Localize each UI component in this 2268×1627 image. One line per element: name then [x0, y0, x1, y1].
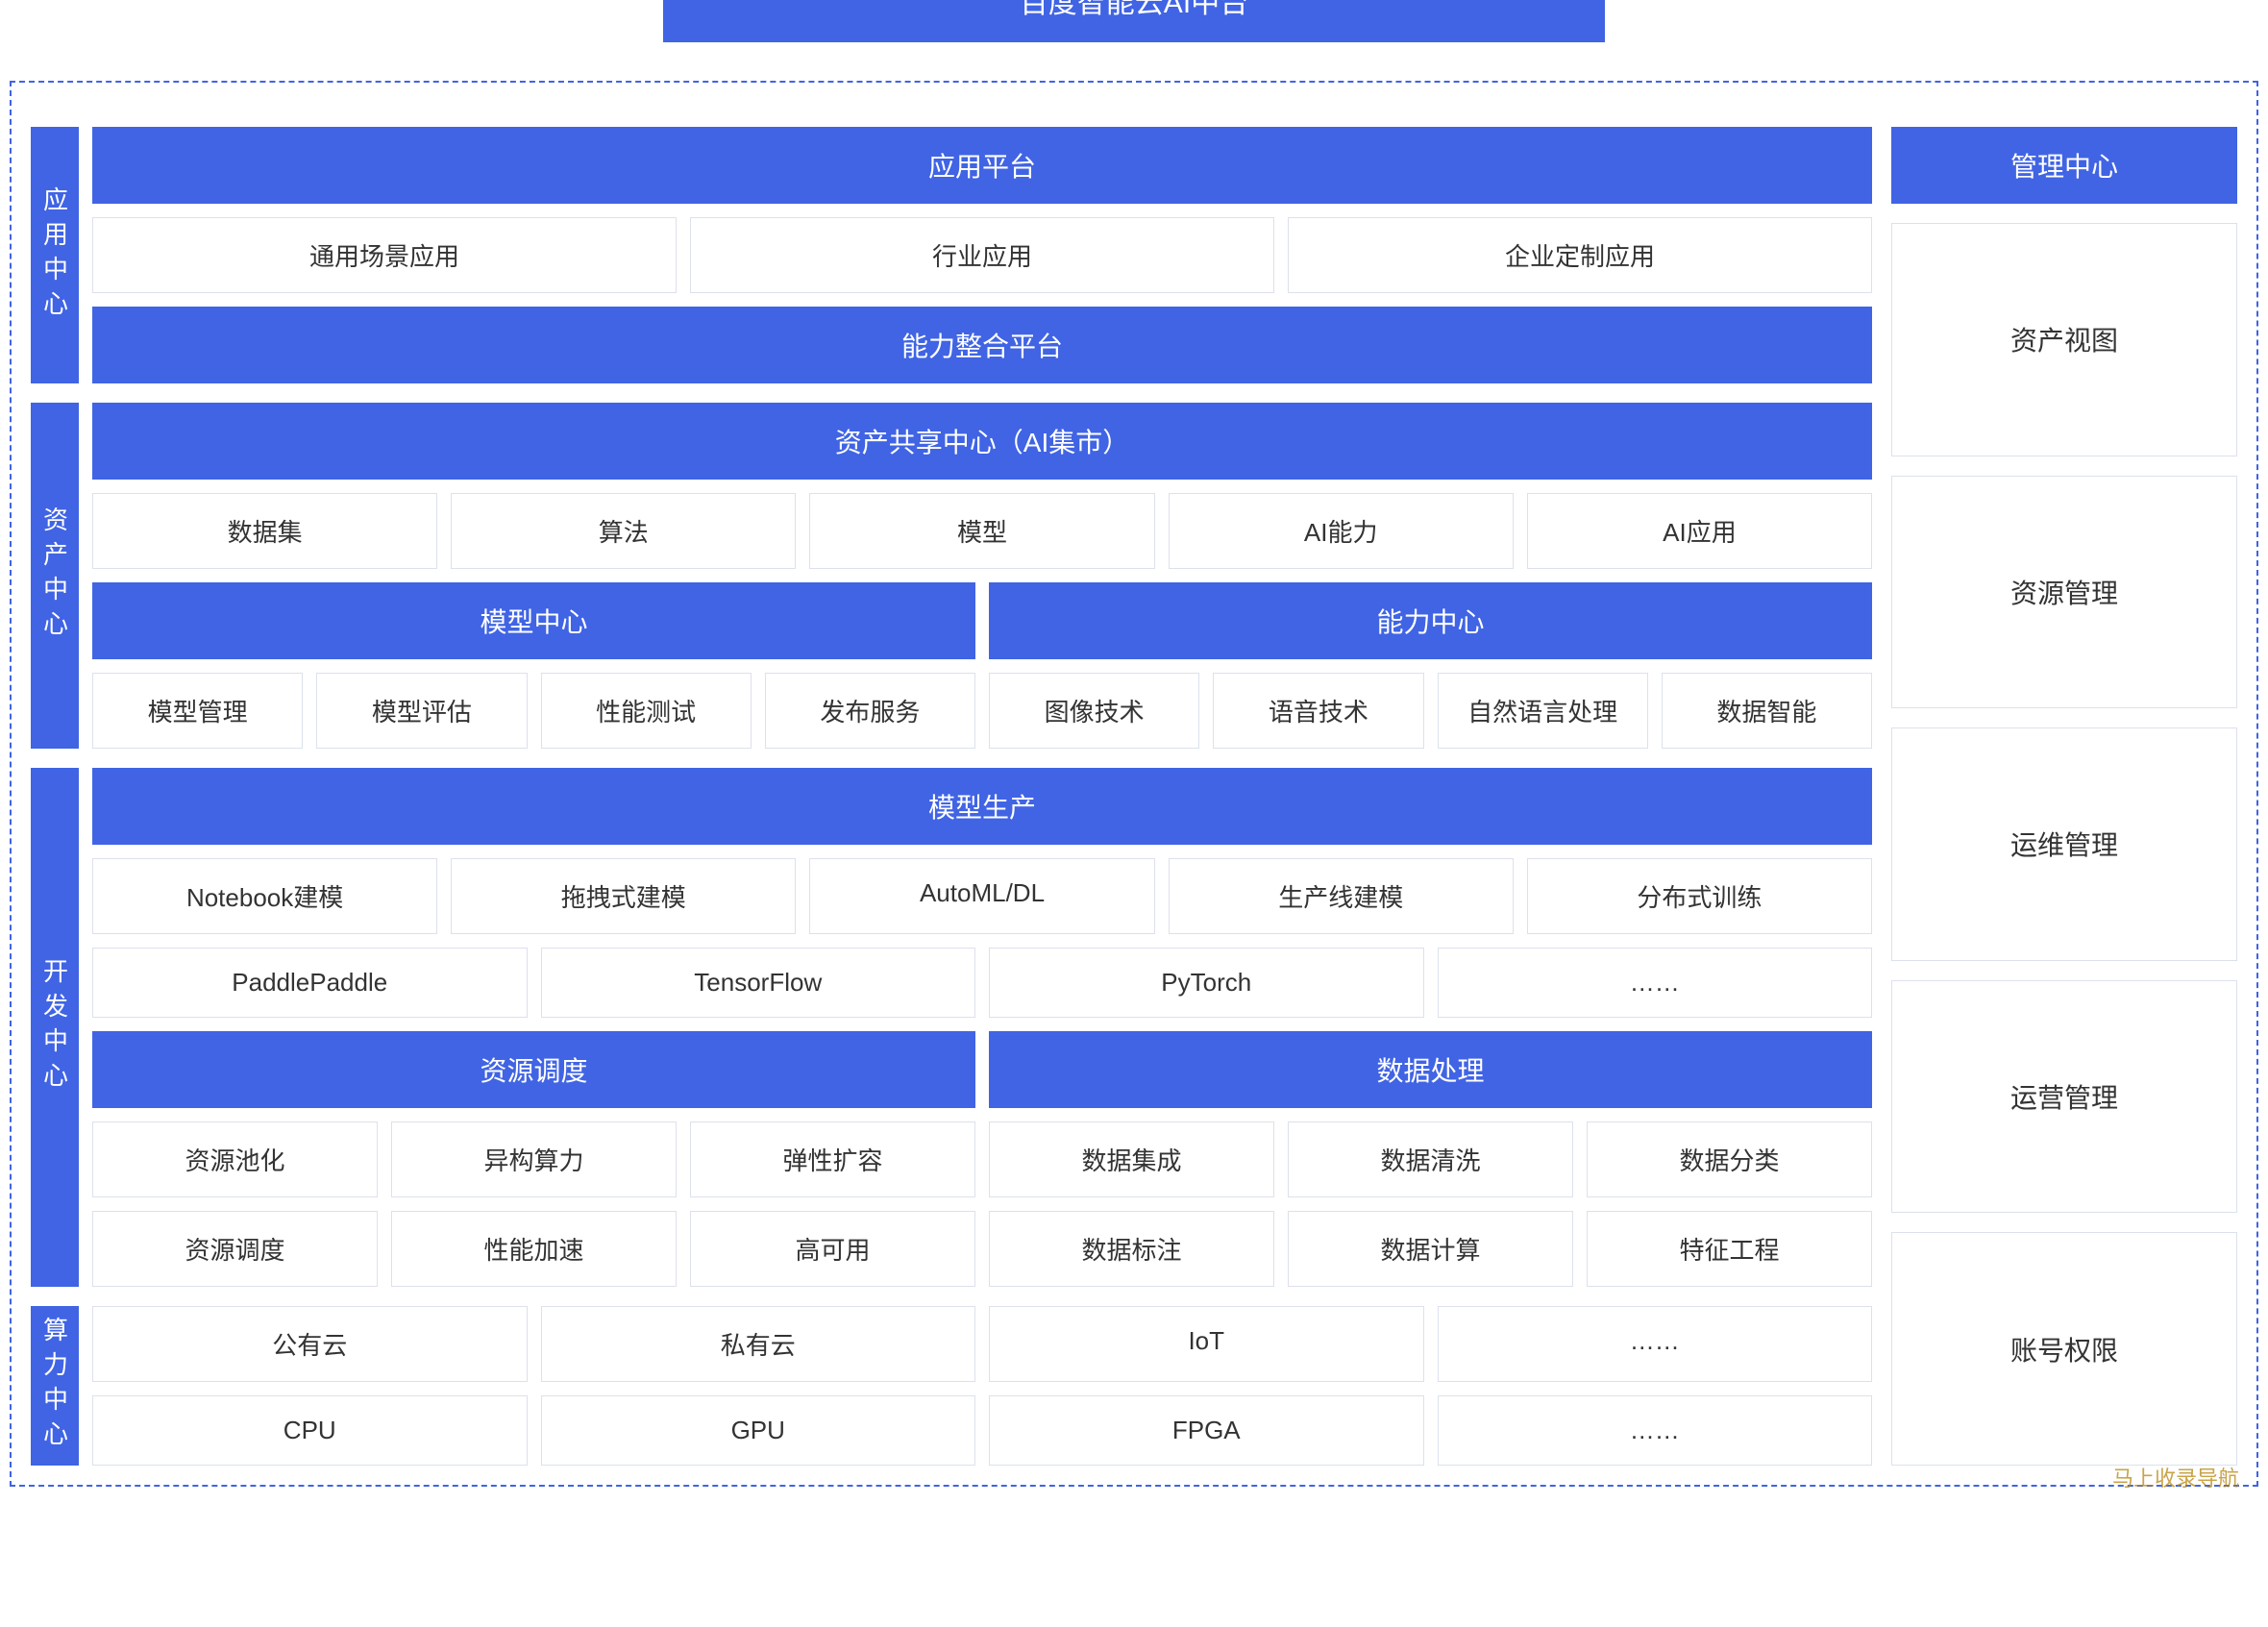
box-enterprise-app: 企业定制应用: [1288, 217, 1872, 293]
watermark: 马上收录导航: [2112, 1462, 2239, 1492]
section-compute: 算力中心 公有云 私有云 IoT …… CPU GPU FPGA ……: [31, 1306, 1872, 1466]
box-sched: 资源调度: [92, 1211, 378, 1287]
box-notebook: Notebook建模: [92, 858, 437, 934]
section-label-compute: 算力中心: [31, 1306, 79, 1466]
diagram-frame: 应用中心 应用平台 通用场景应用 行业应用 企业定制应用 能力整合平台 资产中心…: [10, 81, 2258, 1487]
box-pipeline: 生产线建模: [1169, 858, 1514, 934]
box-general-app: 通用场景应用: [92, 217, 677, 293]
section-label-dev: 开发中心: [31, 768, 79, 1287]
box-feature-eng: 特征工程: [1587, 1211, 1872, 1287]
box-voice-tech: 语音技术: [1213, 673, 1423, 749]
bar-model-center: 模型中心: [92, 582, 975, 659]
bar-data-proc: 数据处理: [989, 1031, 1872, 1108]
box-paddle: PaddlePaddle: [92, 948, 528, 1018]
box-perf-acc: 性能加速: [391, 1211, 677, 1287]
section-asset: 资产中心 资产共享中心（AI集市） 数据集 算法 模型 AI能力 AI应用 模型…: [31, 403, 1872, 749]
box-model: 模型: [809, 493, 1154, 569]
box-data-clean: 数据清洗: [1288, 1122, 1573, 1197]
box-cloud-more: ……: [1438, 1306, 1873, 1382]
mgmt-header: 管理中心: [1891, 127, 2237, 204]
box-automl: AutoML/DL: [809, 858, 1154, 934]
box-data-class: 数据分类: [1587, 1122, 1872, 1197]
bar-app-platform: 应用平台: [92, 127, 1872, 204]
left-column: 应用中心 应用平台 通用场景应用 行业应用 企业定制应用 能力整合平台 资产中心…: [31, 127, 1872, 1466]
management-sidebar: 管理中心 资产视图 资源管理 运维管理 运营管理 账号权限: [1891, 127, 2237, 1466]
box-fpga: FPGA: [989, 1395, 1424, 1466]
box-algorithm: 算法: [451, 493, 796, 569]
section-app: 应用中心 应用平台 通用场景应用 行业应用 企业定制应用 能力整合平台: [31, 127, 1872, 383]
section-label-asset: 资产中心: [31, 403, 79, 749]
bar-model-prod: 模型生产: [92, 768, 1872, 845]
bar-ability-center: 能力中心: [989, 582, 1872, 659]
box-tensorflow: TensorFlow: [541, 948, 976, 1018]
bar-capability-platform: 能力整合平台: [92, 307, 1872, 383]
box-cpu: CPU: [92, 1395, 528, 1466]
bar-asset-share: 资产共享中心（AI集市）: [92, 403, 1872, 480]
box-dataset: 数据集: [92, 493, 437, 569]
box-data-compute: 数据计算: [1288, 1211, 1573, 1287]
box-publish: 发布服务: [765, 673, 975, 749]
box-model-mgmt: 模型管理: [92, 673, 303, 749]
platform-title: 百度智能云AI中台: [663, 0, 1605, 42]
mgmt-resource: 资源管理: [1891, 476, 2237, 709]
box-public-cloud: 公有云: [92, 1306, 528, 1382]
box-gpu: GPU: [541, 1395, 976, 1466]
box-industry-app: 行业应用: [690, 217, 1274, 293]
box-private-cloud: 私有云: [541, 1306, 976, 1382]
mgmt-account: 账号权限: [1891, 1232, 2237, 1466]
box-perf-test: 性能测试: [541, 673, 752, 749]
box-hw-more: ……: [1438, 1395, 1873, 1466]
box-iot: IoT: [989, 1306, 1424, 1382]
box-model-eval: 模型评估: [316, 673, 527, 749]
box-drag-model: 拖拽式建模: [451, 858, 796, 934]
box-data-label: 数据标注: [989, 1211, 1274, 1287]
section-label-app: 应用中心: [31, 127, 79, 383]
box-ai-ability: AI能力: [1169, 493, 1514, 569]
mgmt-ops: 运维管理: [1891, 727, 2237, 961]
box-ha: 高可用: [690, 1211, 975, 1287]
box-nlp: 自然语言处理: [1438, 673, 1648, 749]
section-dev: 开发中心 模型生产 Notebook建模 拖拽式建模 AutoML/DL 生产线…: [31, 768, 1872, 1287]
box-elastic: 弹性扩容: [690, 1122, 975, 1197]
box-data-intel: 数据智能: [1662, 673, 1872, 749]
mgmt-asset-view: 资产视图: [1891, 223, 2237, 456]
box-image-tech: 图像技术: [989, 673, 1199, 749]
box-distributed: 分布式训练: [1527, 858, 1872, 934]
box-ai-app: AI应用: [1527, 493, 1872, 569]
mgmt-operation: 运营管理: [1891, 980, 2237, 1214]
box-pool: 资源池化: [92, 1122, 378, 1197]
box-hetero: 异构算力: [391, 1122, 677, 1197]
box-framework-more: ……: [1438, 948, 1873, 1018]
box-pytorch: PyTorch: [989, 948, 1424, 1018]
bar-resource-sched: 资源调度: [92, 1031, 975, 1108]
box-data-intg: 数据集成: [989, 1122, 1274, 1197]
